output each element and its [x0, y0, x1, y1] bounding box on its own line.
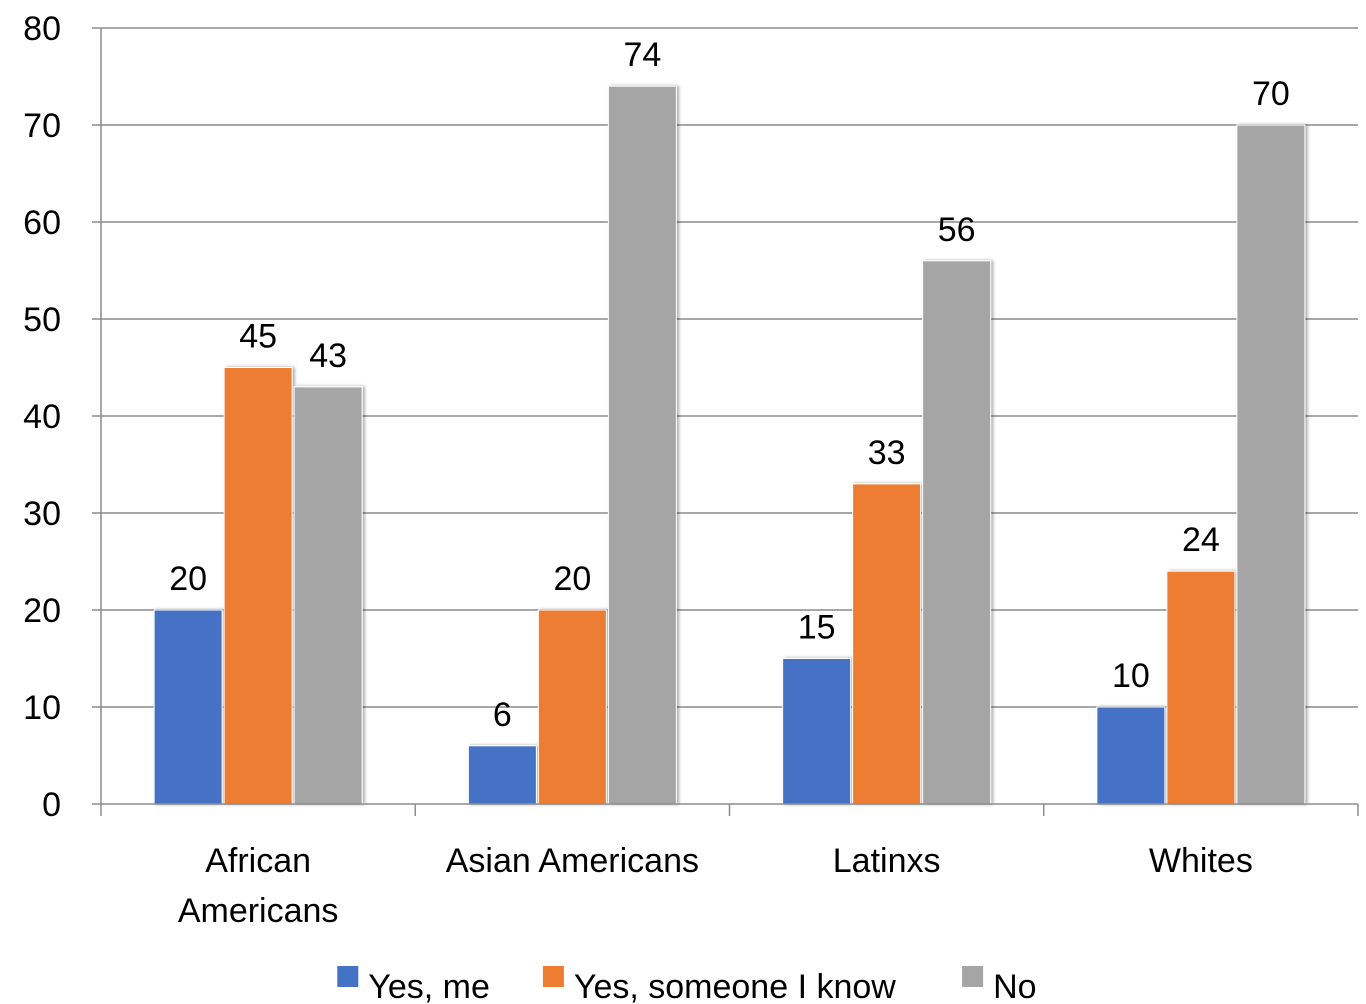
data-label: 15 — [798, 609, 836, 647]
data-label: 43 — [309, 337, 347, 375]
y-axis-ticks: 0 10 20 30 40 50 60 70 80 — [23, 10, 102, 824]
y-tick-label: 70 — [23, 107, 61, 145]
data-label: 20 — [169, 560, 207, 598]
x-category-label: Latinxs — [833, 842, 941, 880]
bar — [223, 367, 293, 805]
legend-label: Yes, someone I know — [574, 968, 896, 1004]
legend-swatch — [962, 966, 984, 987]
legend-swatch — [542, 966, 564, 987]
bar — [1096, 706, 1166, 805]
y-tick-label: 20 — [23, 592, 61, 630]
x-category-label: Asian Americans — [446, 842, 699, 880]
bar — [1236, 124, 1306, 805]
data-label: 33 — [868, 434, 906, 472]
y-tick-label: 10 — [23, 689, 61, 727]
legend-swatch — [337, 966, 359, 987]
y-tick-label: 0 — [42, 786, 61, 824]
bar — [607, 85, 677, 805]
bar — [153, 609, 223, 805]
data-labels: 20 6 15 10 45 20 33 24 43 74 56 70 — [169, 36, 1290, 734]
data-label: 6 — [493, 696, 512, 734]
bar — [852, 483, 922, 805]
data-label: 56 — [938, 211, 976, 249]
data-label: 45 — [239, 318, 277, 356]
bars — [153, 85, 1306, 805]
legend: Yes, me Yes, someone I know No — [337, 966, 1037, 1004]
y-tick-label: 30 — [23, 495, 61, 533]
data-label: 70 — [1252, 75, 1290, 113]
y-tick-label: 50 — [23, 301, 61, 339]
data-label: 10 — [1112, 657, 1150, 695]
legend-label: No — [993, 968, 1036, 1004]
bar — [293, 386, 363, 805]
data-label: 24 — [1182, 521, 1220, 559]
bar — [1166, 570, 1236, 805]
y-tick-label: 80 — [23, 10, 61, 48]
bar — [537, 609, 607, 805]
x-category-label: African — [205, 842, 311, 880]
y-tick-label: 60 — [23, 204, 61, 242]
x-category-label: Whites — [1149, 842, 1253, 880]
bar — [922, 260, 992, 805]
x-category-label: Americans — [178, 892, 339, 930]
data-label: 74 — [623, 36, 661, 74]
y-tick-label: 40 — [23, 398, 61, 436]
data-label: 20 — [553, 560, 591, 598]
bar — [467, 745, 537, 805]
legend-label: Yes, me — [368, 968, 490, 1004]
x-axis: African Americans Asian Americans Latinxs Wh… — [100, 803, 1359, 930]
bar — [782, 658, 852, 805]
